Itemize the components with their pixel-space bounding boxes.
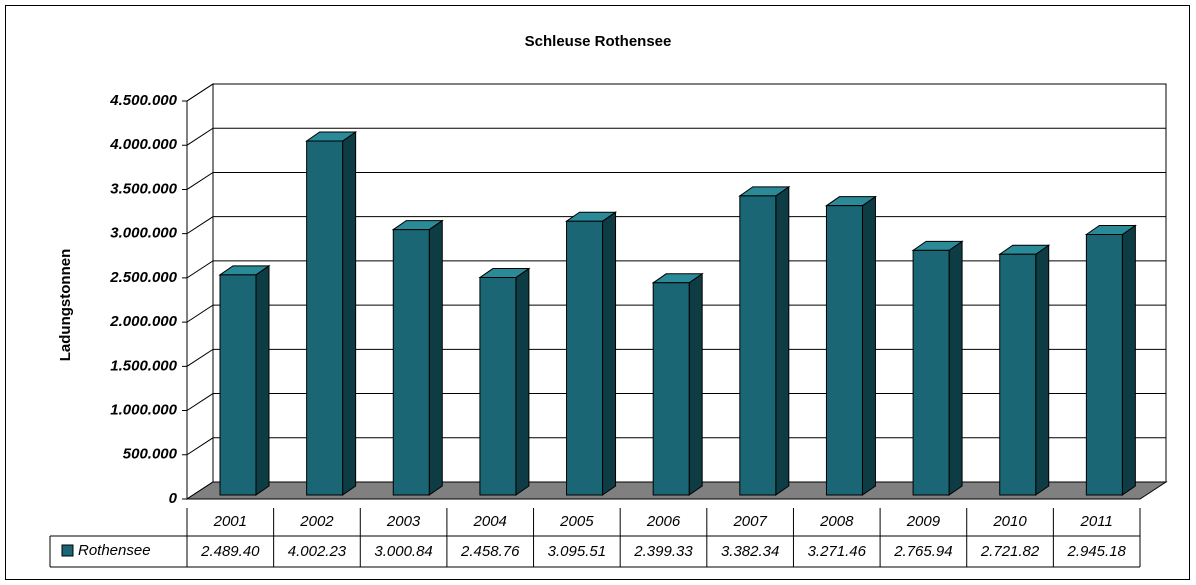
table-lines: [49, 508, 1140, 568]
bar-face: [688, 272, 703, 496]
x-tick-label: 2008: [819, 513, 854, 530]
bar-face: [306, 140, 344, 496]
y-tick-label: 4.500.000: [109, 92, 177, 109]
data-label: 3.000.84: [374, 543, 432, 560]
bar: [218, 264, 271, 496]
bar: [738, 185, 791, 496]
y-tick-label: 2.500.000: [109, 269, 177, 286]
data-label: 3.382.34: [721, 543, 779, 560]
legend-swatch: [61, 544, 74, 557]
bar-face: [1121, 224, 1136, 496]
bar-face: [912, 249, 950, 496]
chart-title: Schleuse Rothensee: [525, 33, 672, 50]
x-tick-label: 2005: [559, 513, 594, 530]
data-label: 2.765.94: [893, 543, 952, 560]
bar: [478, 267, 531, 496]
data-label: 2.458.76: [460, 543, 520, 560]
bar-face: [1085, 234, 1123, 496]
grid-line: [182, 216, 1166, 235]
data-label: 2.945.18: [1066, 543, 1126, 560]
x-tick-label: 2010: [992, 513, 1027, 530]
x-tick-label: 2011: [1080, 513, 1113, 530]
x-tick-label: 2004: [473, 513, 507, 530]
data-label: 2.721.82: [980, 543, 1040, 560]
x-tick-label: 2001: [213, 513, 247, 530]
bar-face: [652, 282, 690, 496]
y-tick-label: 500.000: [123, 446, 178, 463]
data-label: 3.271.46: [808, 543, 867, 560]
bar: [911, 240, 964, 496]
bar-face: [1035, 244, 1050, 496]
x-tick-label: 2006: [646, 513, 681, 530]
bar-face: [825, 205, 863, 496]
bar-face: [428, 219, 443, 496]
grid-line: [182, 83, 1166, 102]
bar-face: [602, 211, 617, 496]
bar-face: [479, 277, 517, 496]
bar-face: [255, 264, 270, 496]
bar: [1084, 224, 1137, 496]
bar-face: [219, 274, 257, 496]
grid-line: [182, 127, 1166, 146]
bar-face: [775, 185, 790, 496]
bar: [824, 195, 878, 496]
y-axis-label: Ladungstonnen: [57, 249, 74, 362]
bar-face: [342, 131, 357, 496]
grid-line: [182, 260, 1166, 279]
bar: [305, 131, 358, 496]
data-label: 4.002.23: [288, 543, 347, 560]
y-tick-label: 1.000.000: [110, 402, 177, 419]
bar: [564, 211, 618, 496]
data-label: 3.095.51: [548, 543, 606, 560]
y-tick-label: 3.500.000: [110, 180, 177, 197]
y-tick-label: 0: [169, 490, 178, 507]
data-label: 2.399.33: [633, 543, 693, 560]
bar-face: [999, 253, 1037, 496]
y-tick-label: 4.000.000: [109, 136, 177, 153]
bar-face: [948, 240, 963, 496]
x-tick-label: 2002: [299, 513, 334, 530]
y-tick-label: 1.500.000: [110, 357, 177, 374]
side-wall: [186, 83, 214, 500]
legend-label: Rothensee: [78, 542, 151, 559]
x-tick-label: 2003: [386, 513, 421, 530]
y-tick-label: 3.000.000: [110, 225, 177, 242]
x-tick-label: 2007: [732, 513, 767, 530]
bar: [391, 219, 444, 496]
bar-face: [515, 267, 530, 496]
grid-line: [182, 171, 1166, 190]
bar-face: [566, 220, 604, 496]
y-tick-label: 2.000.000: [109, 313, 177, 330]
data-label: 2.489.40: [200, 543, 260, 560]
bar-face: [739, 195, 777, 496]
bar: [998, 244, 1051, 496]
bar-face: [861, 195, 876, 496]
bar-face: [392, 229, 430, 496]
x-tick-label: 2009: [906, 513, 941, 530]
bar: [651, 272, 704, 496]
